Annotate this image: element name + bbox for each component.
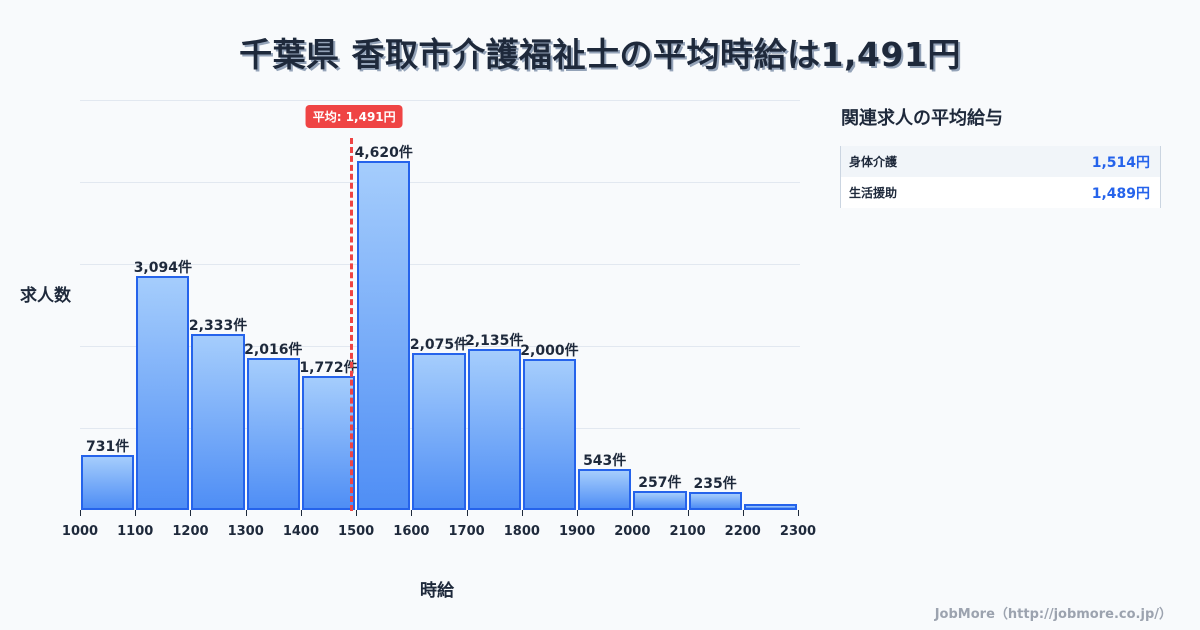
x-tick xyxy=(466,510,468,516)
x-tick xyxy=(190,510,192,516)
x-tick-label: 1700 xyxy=(448,524,485,539)
bar-value-label: 2,135件 xyxy=(465,332,524,349)
x-tick-label: 1400 xyxy=(282,524,320,539)
histogram-bar xyxy=(578,468,632,510)
x-tick xyxy=(577,510,579,516)
bar-value-label: 543件 xyxy=(583,452,627,469)
x-tick-label: 1800 xyxy=(503,524,540,539)
x-tick-label: 2300 xyxy=(779,524,817,539)
x-tick xyxy=(687,510,689,516)
x-tick xyxy=(742,510,744,516)
bar-value-label: 2,000件 xyxy=(520,342,579,359)
related-job-name: 生活援助 xyxy=(849,186,898,200)
histogram-bar xyxy=(688,492,742,510)
x-tick-label: 1600 xyxy=(393,524,430,539)
related-salary-row: 生活援助 1,489円 xyxy=(841,177,1160,208)
related-salary-row: 身体介護 1,514円 xyxy=(841,146,1160,177)
y-axis-label: 求人数 xyxy=(20,286,71,306)
histogram-bar xyxy=(743,503,797,510)
bar-value-label: 3,094件 xyxy=(133,260,192,277)
x-tick-label: 1500 xyxy=(338,524,375,539)
bar-value-label: 2,016件 xyxy=(244,341,303,358)
gridline xyxy=(80,346,800,347)
x-tick xyxy=(80,510,81,516)
histogram-bar xyxy=(301,376,356,510)
bar-value-label: 257件 xyxy=(638,474,682,491)
histogram-bar xyxy=(633,490,687,510)
x-tick xyxy=(245,510,247,516)
bar-value-label: 2,075件 xyxy=(409,337,469,354)
x-tick-label: 1100 xyxy=(117,524,154,539)
x-tick xyxy=(521,510,523,516)
related-salary-title: 関連求人の平均給与 xyxy=(841,108,1003,129)
histogram-plot: 731件 3,094件 2,333件 2,016件 1,772件 4,620件 2,075件… xyxy=(80,100,800,511)
x-tick-label: 1900 xyxy=(558,524,596,539)
mean-badge: 平均: 1,491円 xyxy=(305,105,403,128)
x-tick-label: 1000 xyxy=(61,524,99,539)
gridline xyxy=(80,100,800,101)
mean-line xyxy=(350,138,354,511)
x-tick xyxy=(798,510,799,516)
x-tick xyxy=(300,510,302,516)
bar-value-label: 235件 xyxy=(693,476,737,493)
x-axis-label: 時給 xyxy=(420,581,454,601)
page-title: 千葉県 香取市介護福祉士の平均時給は1,491円 xyxy=(239,35,961,74)
histogram-bar xyxy=(522,358,577,510)
x-tick xyxy=(356,510,358,516)
histogram-bar xyxy=(246,357,300,510)
x-tick xyxy=(411,510,413,516)
x-tick xyxy=(135,510,137,516)
bar-value-label: 4,620件 xyxy=(354,145,413,161)
related-salary-table: 身体介護 1,514円 生活援助 1,489円 xyxy=(840,146,1161,208)
bar-value-label: 2,333件 xyxy=(188,317,248,334)
gridline xyxy=(80,264,800,265)
related-job-name: 身体介護 xyxy=(849,155,898,169)
related-job-value: 1,489円 xyxy=(1091,185,1150,202)
x-tick-label: 2200 xyxy=(724,524,761,539)
histogram-bar xyxy=(357,161,411,510)
histogram-bar xyxy=(81,454,135,510)
x-tick-label: 1200 xyxy=(172,524,209,539)
histogram-bar xyxy=(412,353,466,510)
histogram-bar xyxy=(191,333,245,510)
x-tick-label: 2000 xyxy=(614,524,651,539)
x-axis: 1000 1100 1200 1300 1400 1500 1600 1700 1800 1900… xyxy=(62,510,816,540)
x-tick-label: 2100 xyxy=(669,524,706,539)
histogram-bar xyxy=(136,276,190,510)
gridline xyxy=(80,182,800,183)
related-job-value: 1,514円 xyxy=(1091,154,1150,171)
histogram-bar xyxy=(467,348,521,510)
x-tick-label: 1300 xyxy=(227,524,264,539)
footer-credit: JobMore（http://jobmore.co.jp/） xyxy=(934,607,1172,622)
bar-value-label: 731件 xyxy=(85,438,130,455)
bar-value-label: 1,772件 xyxy=(299,360,358,377)
x-tick xyxy=(632,510,634,516)
